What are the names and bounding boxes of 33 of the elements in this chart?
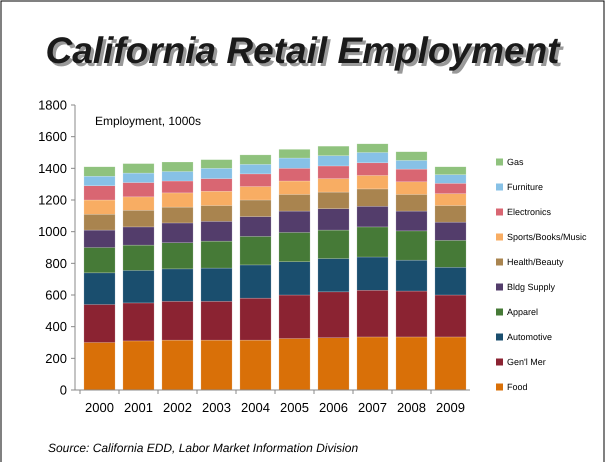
legend-label: Sports/Books/Music [507, 232, 588, 242]
legend-label: Food [507, 382, 528, 392]
chart-title: California Retail Employment [48, 33, 564, 74]
legend-label: Electronics [507, 207, 552, 218]
legend-label: Bldg Supply [507, 282, 556, 292]
x-tick-label: 2002 [163, 400, 192, 415]
x-tick-label: 2005 [280, 400, 309, 415]
x-tick-label: 2000 [85, 400, 114, 415]
x-tick-label: 2008 [397, 400, 426, 415]
source-note: Source: California EDD, Labor Market Information Division [48, 441, 358, 455]
y-tick-label: 600 [45, 288, 67, 303]
y-axis-title: Employment, 1000s [95, 114, 202, 128]
y-tick-label: 200 [45, 350, 67, 366]
legend-label: Furniture [507, 182, 544, 192]
y-tick-label: 800 [45, 256, 67, 271]
legend-label: Automotive [507, 332, 552, 342]
x-tick-label: 2001 [124, 400, 153, 415]
y-tick-label: 1200 [38, 192, 67, 208]
y-tick-label: 0 [60, 382, 67, 398]
legend-label: Apparel [507, 307, 538, 318]
y-tick-label: 1400 [38, 160, 67, 176]
x-tick-label: 2004 [241, 400, 270, 415]
y-tick-label: 1000 [38, 224, 67, 240]
y-tick-label: 1600 [38, 129, 67, 144]
y-tick-label: 400 [45, 319, 67, 334]
legend-label: Gas [507, 157, 524, 168]
x-tick-label: 2007 [358, 400, 387, 415]
x-tick-label: 2006 [319, 400, 348, 415]
x-tick-label: 2003 [202, 400, 231, 415]
legend-label: Gen'l Mer [507, 357, 546, 368]
legend-label: Health/Beauty [507, 257, 564, 268]
y-tick-label: 1800 [38, 98, 67, 113]
x-tick-label: 2009 [436, 400, 465, 415]
